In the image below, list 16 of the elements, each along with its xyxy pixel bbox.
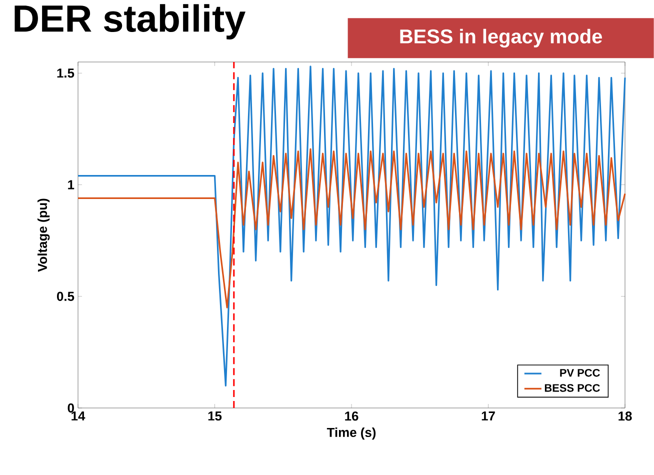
y-tick-label: 1	[68, 180, 74, 190]
legend-label: PV PCC	[560, 368, 600, 377]
x-tick-label: 17	[482, 412, 495, 420]
y-axis-title: Voltage (pu)	[38, 198, 50, 272]
line-series	[77, 148, 626, 308]
x-axis-title: Time (s)	[326, 428, 376, 440]
y-tick-label: 1.5	[57, 68, 74, 78]
x-tick-label: 14	[72, 412, 86, 420]
y-tick-label: 0	[68, 403, 74, 413]
text: BESS in legacy mode	[400, 28, 602, 48]
x-tick-label: 18	[618, 412, 632, 421]
chart-title: DER stability	[14, 4, 246, 40]
x-tick-label: 16	[345, 412, 358, 421]
x-tick-label: 15	[208, 412, 222, 421]
y-tick-label: 0.5	[57, 292, 74, 301]
legend-label: BESS PCC	[544, 384, 600, 392]
